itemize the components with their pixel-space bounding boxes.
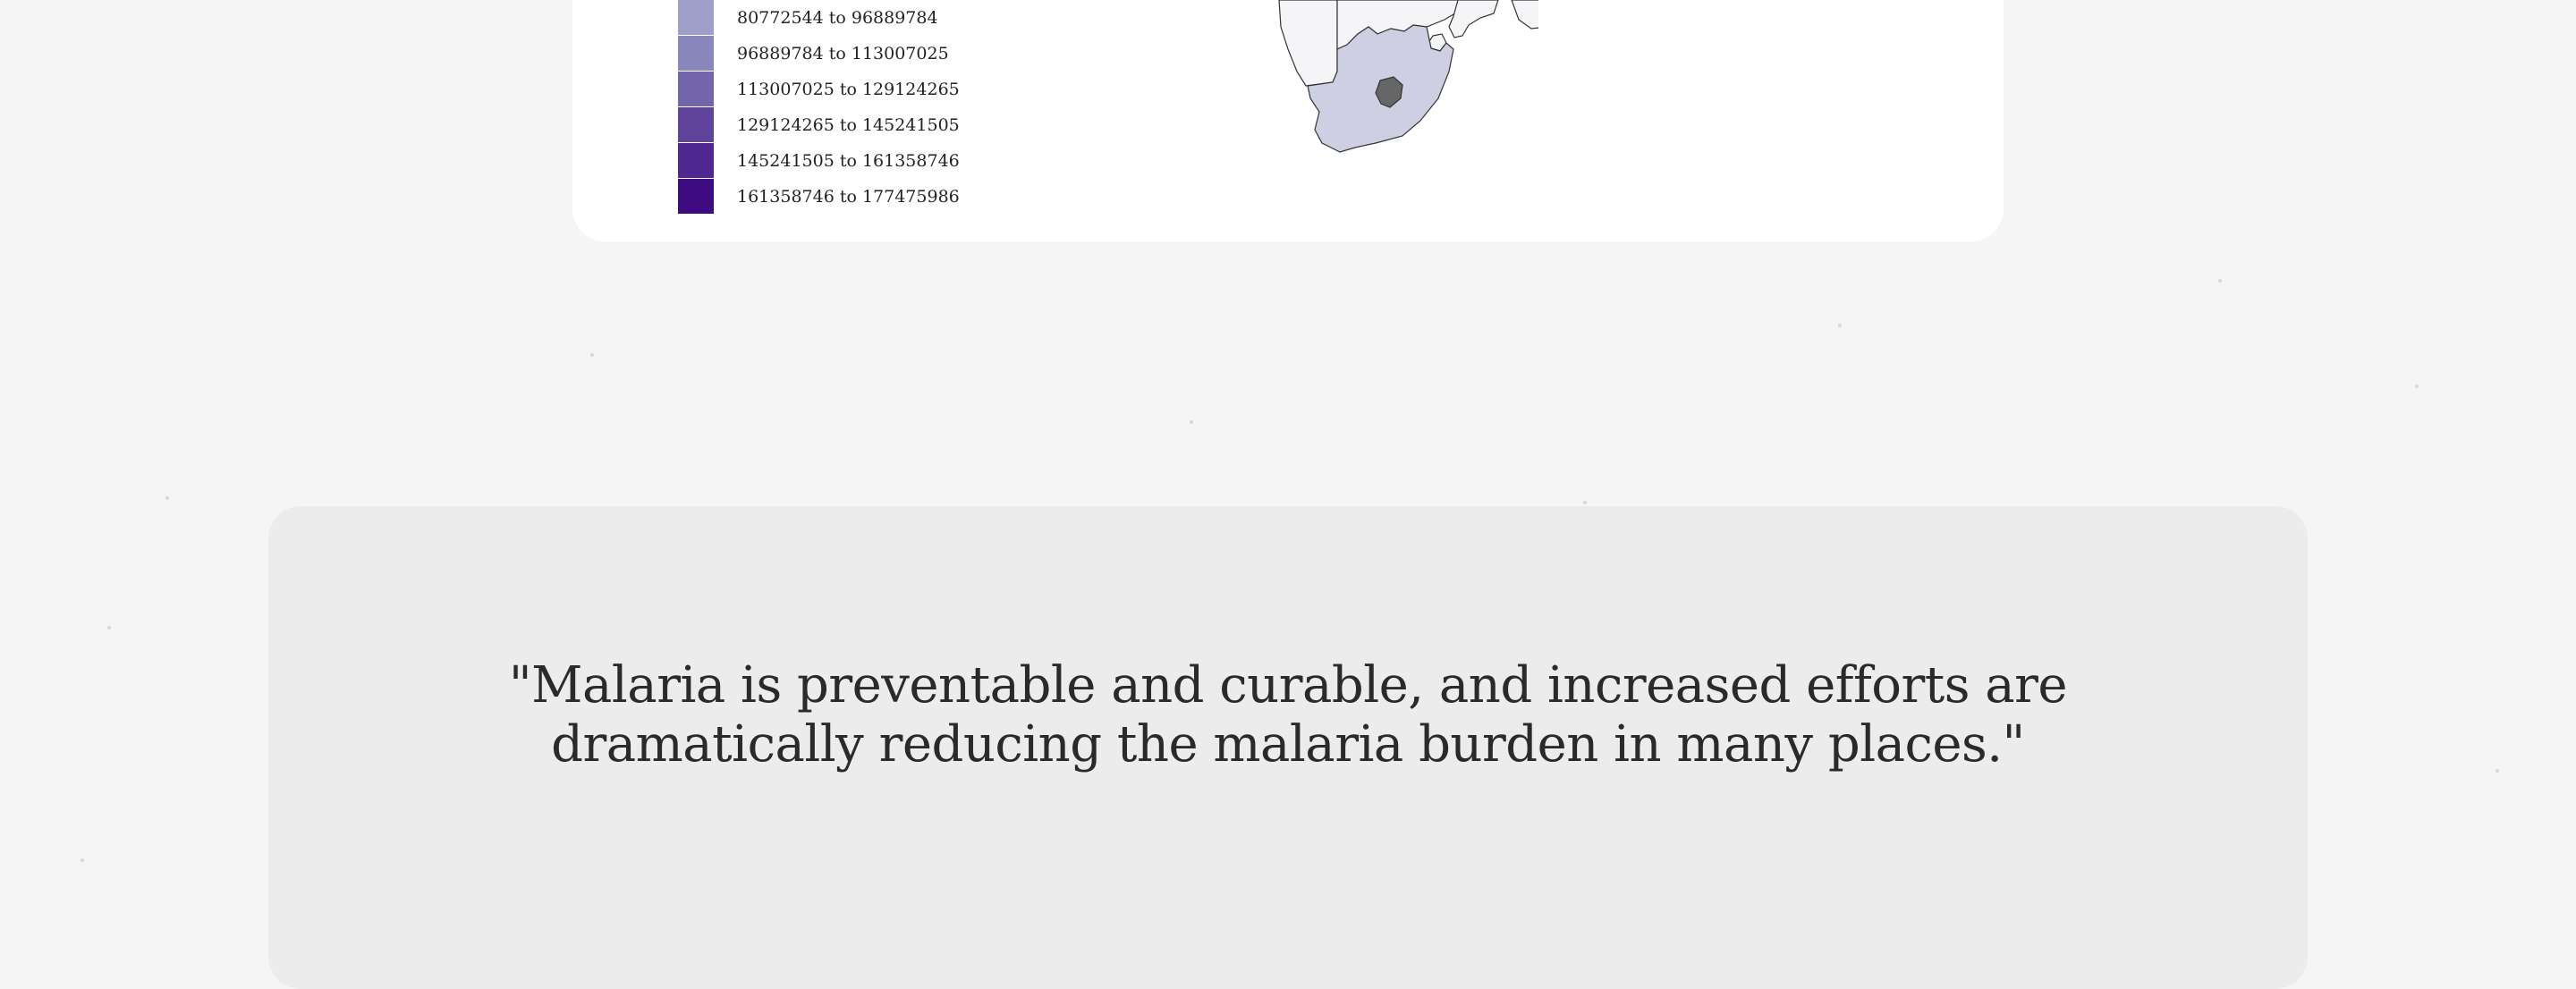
quote-line-1: "Malaria is preventable and curable, and…	[508, 656, 2068, 714]
legend-label: 96889784 to 113007025	[737, 44, 949, 63]
legend-label: 113007025 to 129124265	[737, 80, 960, 99]
legend-swatch	[678, 143, 714, 179]
legend-label: 129124265 to 145241505	[737, 115, 960, 135]
malaria-quote: "Malaria is preventable and curable, and…	[483, 656, 2093, 774]
legend-label: 80772544 to 96889784	[737, 8, 938, 28]
legend-item: 113007025 to 129124265	[678, 72, 960, 107]
map-region-namibia	[1278, 0, 1338, 87]
map-region-mozambique	[1448, 0, 1499, 38]
southern-africa-map	[1278, 0, 1538, 153]
map-region-lesotho	[1375, 76, 1403, 108]
legend-label: 145241505 to 161358746	[737, 151, 960, 171]
legend-label: 161358746 to 177475986	[737, 187, 960, 207]
map-card: 80772544 to 96889784 96889784 to 1130070…	[572, 0, 2004, 241]
legend-item: 96889784 to 113007025	[678, 36, 960, 72]
legend-item: 129124265 to 145241505	[678, 107, 960, 143]
legend-item: 80772544 to 96889784	[678, 0, 960, 36]
legend-swatch	[678, 0, 714, 36]
legend-swatch	[678, 36, 714, 72]
quote-card: "Malaria is preventable and curable, and…	[268, 506, 2308, 989]
legend-swatch	[678, 72, 714, 107]
map-region-madagascar	[1511, 0, 1538, 30]
legend-swatch	[678, 107, 714, 143]
quote-line-2: dramatically reducing the malaria burden…	[551, 715, 2025, 773]
legend-item: 145241505 to 161358746	[678, 143, 960, 179]
legend-item: 161358746 to 177475986	[678, 179, 960, 215]
legend-swatch	[678, 179, 714, 215]
map-legend: 80772544 to 96889784 96889784 to 1130070…	[678, 0, 960, 215]
